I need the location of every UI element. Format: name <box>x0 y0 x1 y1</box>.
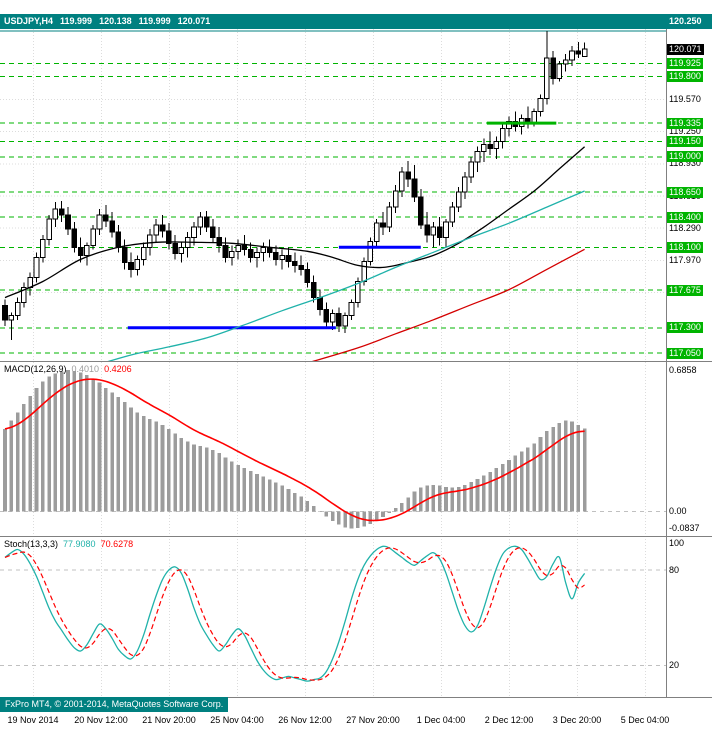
stoch-main-value: 77.9080 <box>63 539 96 549</box>
ohlc-close-value: 120.071 <box>177 16 211 26</box>
macd-signal-value: 0.4206 <box>104 364 132 374</box>
ma-slow-red <box>311 248 585 361</box>
stoch-name: Stoch(13,3,3) <box>4 539 59 549</box>
price-axis: 119.570119.250118.930118.610118.290117.9… <box>666 0 712 712</box>
time-axis-label: 26 Nov 12:00 <box>278 715 332 725</box>
ma-lines <box>4 146 586 361</box>
price-grid-lines <box>0 98 666 294</box>
level-price-badge: 118.650 <box>667 186 703 198</box>
macd-histogram <box>3 370 587 529</box>
time-axis-label: 21 Nov 20:00 <box>142 715 196 725</box>
ohlc-low-value: 119.999 <box>138 16 171 26</box>
time-axis-label: 5 Dec 04:00 <box>620 715 670 725</box>
bid-price-badge: 120.071 <box>667 43 704 55</box>
chart-title: USDJPY,H4 119.999 120.138 119.999 120.071 <box>4 14 217 29</box>
level-price-badge: 117.675 <box>667 284 703 296</box>
trendlines <box>127 121 557 330</box>
chart-title-bar: USDJPY,H4 119.999 120.138 119.999 120.071 12… <box>0 14 712 29</box>
level-price-badge: 117.300 <box>667 322 703 334</box>
ask-price-badge: 120.250 <box>669 16 702 26</box>
stoch-signal-value: 70.6278 <box>100 539 134 549</box>
stoch-indicator-label: Stoch(13,3,3) 77.9080 70.6278 <box>4 539 138 549</box>
macd-indicator-label: MACD(12,26,9) 0.4010 0.4206 <box>4 364 137 374</box>
price-tick-label: 118.930 <box>669 158 701 169</box>
stoch-level-lines <box>0 569 666 666</box>
ohlc-high-value: 120.138 <box>99 16 132 26</box>
price-tick-label: 119.570 <box>669 93 701 104</box>
level-price-badge: 119.000 <box>667 151 703 163</box>
stoch-signal-line <box>4 547 585 681</box>
price-tick-label: 119.250 <box>669 126 701 137</box>
level-price-badge: 119.925 <box>667 58 703 70</box>
macd-name: MACD(12,26,9) <box>4 364 67 374</box>
time-axis-label: 3 Dec 20:00 <box>552 715 602 725</box>
ohlc-open-value: 119.999 <box>60 16 93 26</box>
level-price-badge: 119.800 <box>667 70 703 82</box>
candlestick-series <box>2 31 588 340</box>
stoch-axis-label: 20 <box>669 659 680 670</box>
macd-signal-line <box>4 378 585 522</box>
time-axis-label: 25 Nov 04:00 <box>210 715 264 725</box>
macd-axis-label: -0.0837 <box>669 523 700 533</box>
ma-mid-green <box>107 190 585 361</box>
level-price-badge: 117.050 <box>667 347 703 359</box>
time-axis-label: 19 Nov 2014 <box>7 715 59 725</box>
time-axis: 19 Nov 2014 20 Nov 12:00 21 Nov 20:00 25 No… <box>0 712 712 732</box>
level-price-badge: 118.100 <box>667 241 703 253</box>
stoch-main-line <box>4 545 586 682</box>
ma-fast-black <box>4 146 586 299</box>
macd-main-value: 0.4010 <box>71 364 100 374</box>
price-tick-label: 118.290 <box>669 222 701 233</box>
stoch-axis-label: 100 <box>669 538 685 548</box>
time-axis-label: 1 Dec 04:00 <box>416 715 466 725</box>
time-axis-label: 27 Nov 20:00 <box>346 715 400 725</box>
time-axis-label: 20 Nov 12:00 <box>74 715 128 725</box>
level-price-badge: 119.335 <box>667 117 703 129</box>
time-grid-lines <box>33 29 646 697</box>
stoch-axis-label: 80 <box>669 564 680 575</box>
level-price-badge: 118.400 <box>667 211 703 223</box>
symbol-period-label: USDJPY,H4 <box>4 16 54 26</box>
macd-axis-label: 0.00 <box>669 505 687 516</box>
macd-axis-label: 0.6858 <box>669 364 697 375</box>
time-axis-label: 2 Dec 12:00 <box>484 715 534 725</box>
level-price-badge: 119.150 <box>667 136 703 148</box>
copyright-badge: FxPro MT4, © 2001-2014, MetaQuotes Softw… <box>0 697 229 712</box>
price-tick-label: 117.970 <box>669 254 701 265</box>
level-lines <box>0 63 666 354</box>
